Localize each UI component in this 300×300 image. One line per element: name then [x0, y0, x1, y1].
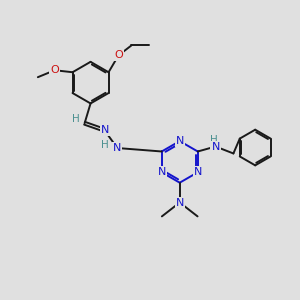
Text: N: N: [158, 167, 166, 177]
Text: N: N: [101, 125, 110, 135]
Text: N: N: [212, 142, 220, 152]
Text: O: O: [114, 50, 123, 60]
Text: H: H: [100, 140, 108, 150]
Text: H: H: [210, 135, 218, 145]
Text: N: N: [194, 167, 202, 177]
Text: N: N: [176, 197, 184, 208]
Text: N: N: [176, 136, 184, 146]
Text: H: H: [72, 114, 80, 124]
Text: O: O: [50, 65, 59, 75]
Text: N: N: [113, 143, 122, 153]
